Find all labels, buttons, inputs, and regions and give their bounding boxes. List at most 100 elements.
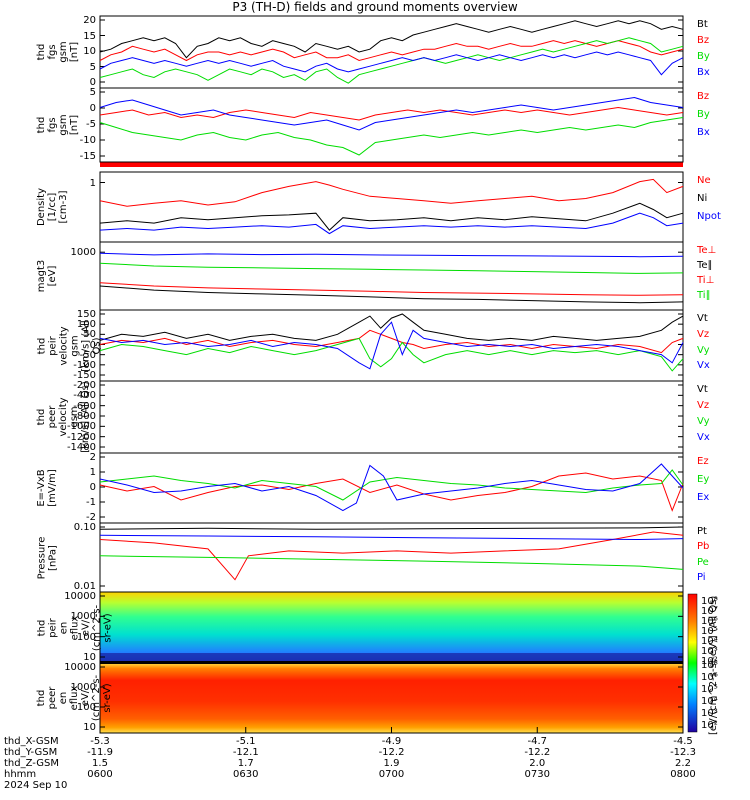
footer-value: 1.7 [237, 758, 254, 769]
series-density-Ni [99, 202, 684, 231]
legend-Ti⊥: Ti⊥ [697, 275, 715, 286]
y-tick-label: 10 [83, 722, 96, 733]
y-tick-label: 0 [89, 482, 96, 493]
footer-row-label: thd_Y-GSM [4, 747, 58, 758]
series-vi-Vt [99, 313, 684, 341]
y-tick-label: -400 [73, 390, 96, 402]
y-tick-label: 1 [89, 467, 96, 478]
colorbar-tick: 10⁷ [701, 606, 718, 617]
legend-Vx: Vx [697, 432, 710, 443]
y-tick-label: 0.01 [73, 581, 96, 592]
y-tick-label: 15 [83, 30, 96, 42]
y-tick-label: -200 [73, 380, 96, 391]
legend-Vt: Vt [697, 384, 708, 395]
footer-date: 2024 Sep 10 [4, 780, 68, 791]
footer-value: 0600 [87, 769, 113, 780]
y-tick-label: 150 [76, 309, 96, 320]
series-temp-Te⊥ [99, 282, 684, 296]
series-fgs2-Bz [99, 106, 684, 121]
ion-spectrogram-low-band [100, 653, 683, 661]
y-tick-label: 50 [83, 329, 96, 341]
y-tick-label: 1000 [70, 682, 96, 693]
series-fgs1-Bt [99, 20, 684, 59]
footer-value: -12.2 [378, 747, 405, 758]
y-tick-label: -1200 [66, 431, 96, 443]
y-tick-label: -2 [86, 512, 96, 523]
y-tick-label: 10 [83, 652, 96, 663]
colorbar-tick: 10² [701, 720, 718, 731]
legend-Ti∥: Ti∥ [697, 290, 711, 301]
panel-frame-fgs2 [99, 87, 684, 163]
y-tick-label: 1000 [70, 611, 96, 623]
y-tick-label: -5 [86, 119, 96, 130]
panel-frame-temp [99, 241, 684, 311]
y-tick-label: 100 [76, 319, 96, 331]
colorbar-tick: 10⁶ [701, 616, 718, 627]
y-tick-label: -1400 [66, 442, 96, 453]
y-tick-label: 0 [89, 339, 96, 351]
y-tick-label: 20 [83, 15, 96, 26]
legend-Te⊥: Te⊥ [697, 245, 717, 256]
chart-title: P3 (TH-D) fields and ground moments over… [232, 0, 518, 14]
colorbar-tick: 10⁵ [701, 684, 718, 695]
series-density-Ne [99, 178, 684, 207]
series-fgs2-By [99, 117, 684, 156]
colorbar-tick: 10⁵ [701, 626, 718, 637]
y-axis-label-fgs1: thd fgs gsm [nT] [36, 41, 80, 63]
series-fgs1-Bz [99, 40, 684, 62]
y-tick-label: -15 [79, 151, 96, 162]
y-tick-label: -50 [79, 349, 96, 361]
series-pressure-Pt [99, 526, 684, 530]
y-tick-label: 5 [89, 61, 96, 73]
colorbar-title: [eV/(cm^2-s-sr-eV)] (All Qs) [708, 595, 719, 735]
legend-Ex: Ex [697, 492, 710, 503]
footer-value: 1.9 [383, 758, 400, 769]
panel-frame-efield [99, 452, 684, 524]
colorbar-tick: 10³ [701, 708, 718, 719]
footer-value: -12.3 [670, 747, 696, 758]
series-temp-Ti∥ [99, 262, 684, 274]
y-tick-label: -10 [79, 135, 96, 146]
panel-frame-vi [99, 309, 684, 382]
separator-bar [100, 162, 683, 167]
y-tick-label: 100 [76, 702, 96, 713]
y-tick-label: 0 [89, 103, 96, 114]
footer-row-label: thd_Z-GSM [4, 758, 59, 769]
footer-value: -5.1 [235, 736, 256, 747]
colorbar-tick: 10⁶ [701, 672, 718, 683]
footer-value: 0730 [524, 769, 550, 780]
legend-Ni: Ni [697, 193, 708, 204]
footer-value: 1.5 [92, 758, 108, 769]
y-tick-label: 10000 [64, 662, 96, 673]
footer-value: -11.9 [87, 747, 113, 758]
footer-value: 2.0 [529, 758, 546, 769]
y-axis-label-density: Density [1/cc] [cm-3] [36, 187, 69, 227]
legend-Vz: Vz [697, 400, 710, 411]
legend-Ez: Ez [697, 456, 709, 467]
legend-By: By [697, 109, 710, 120]
series-efield-Ez [99, 472, 684, 512]
footer-value: 0630 [233, 769, 259, 780]
y-axis-label-fgs2: thd fgs gsm [nT] [36, 114, 80, 136]
footer-row-label: hhmm [4, 769, 37, 780]
y-tick-label: 10000 [64, 591, 96, 602]
footer-value: 0700 [378, 769, 405, 780]
y-tick-label: 100 [76, 631, 96, 643]
footer-value: 2.2 [675, 758, 691, 769]
y-tick-label: -1000 [66, 421, 96, 433]
legend-By: By [697, 51, 710, 62]
y-axis-label-ispec: thd peir en eflux eV/ (cm^2-s- sr-eV) [36, 604, 113, 651]
footer-value: 0800 [670, 769, 696, 780]
colorbar-tick: 10⁴ [701, 636, 718, 647]
footer-value: -4.5 [673, 736, 693, 747]
y-tick-label: 0.10 [73, 522, 96, 533]
series-temp-Ti⊥ [99, 252, 684, 258]
y-tick-label: 5 [89, 87, 96, 98]
series-vi-Vy [99, 337, 684, 372]
y-tick-label: -600 [73, 400, 96, 412]
panel-frame-ve [99, 380, 684, 454]
legend-Vx: Vx [697, 360, 710, 372]
y-tick-label: 1 [89, 177, 96, 189]
